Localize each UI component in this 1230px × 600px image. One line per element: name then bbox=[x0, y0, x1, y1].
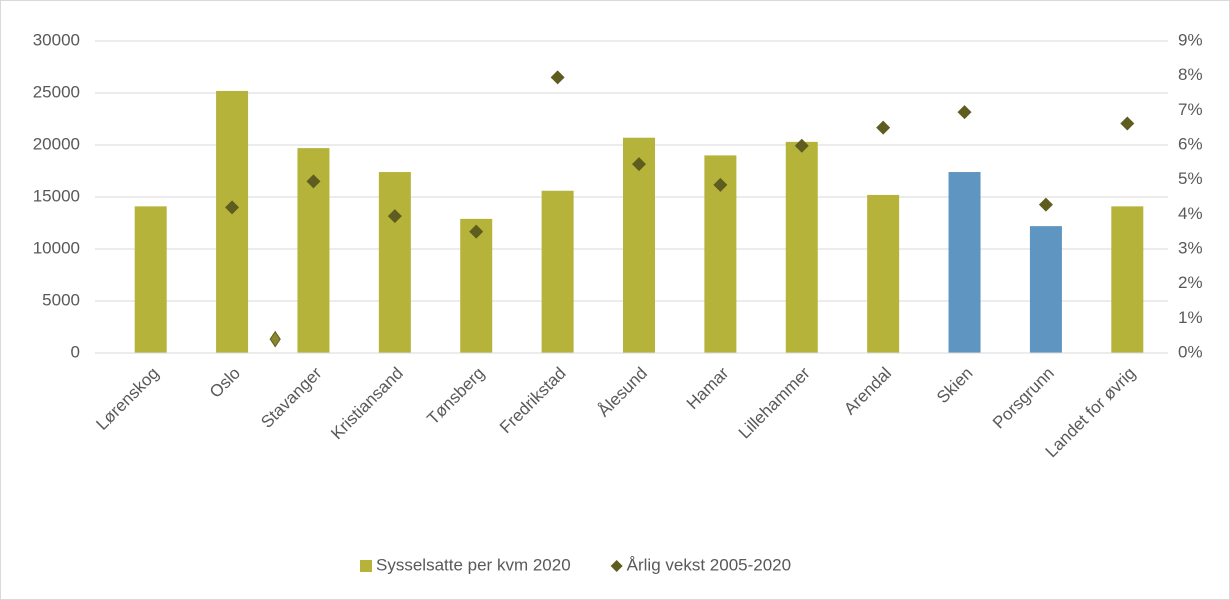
bar bbox=[541, 190, 574, 353]
marker bbox=[550, 70, 565, 85]
bar bbox=[1111, 206, 1144, 353]
y2-tick-label: 9% bbox=[1178, 30, 1203, 49]
bar bbox=[216, 90, 249, 354]
legend-swatch bbox=[360, 560, 372, 572]
marker bbox=[387, 209, 402, 224]
bar bbox=[378, 172, 411, 353]
marker bbox=[225, 200, 240, 215]
marker bbox=[876, 120, 891, 135]
y2-tick-label: 2% bbox=[1178, 273, 1203, 292]
y2-tick-label: 0% bbox=[1178, 342, 1203, 361]
marker bbox=[713, 177, 728, 192]
y2-tick-label: 1% bbox=[1178, 308, 1203, 327]
y2-tick-label: 8% bbox=[1178, 65, 1203, 84]
marker bbox=[1120, 116, 1135, 131]
y-tick-label: 5000 bbox=[42, 290, 80, 309]
bar bbox=[948, 172, 981, 353]
marker bbox=[794, 138, 809, 153]
bar bbox=[1029, 226, 1062, 353]
marker bbox=[469, 224, 484, 239]
legend-label: Årlig vekst 2005-2020 bbox=[627, 555, 791, 574]
marker bbox=[306, 174, 321, 189]
legend-label: Sysselsatte per kvm 2020 bbox=[376, 555, 571, 574]
y2-tick-label: 3% bbox=[1178, 238, 1203, 257]
y-tick-label: 15000 bbox=[33, 186, 80, 205]
bar bbox=[785, 141, 818, 353]
legend-swatch bbox=[610, 560, 623, 572]
y-tick-label: 20000 bbox=[33, 134, 80, 153]
y2-tick-label: 6% bbox=[1178, 134, 1203, 153]
extra-marker bbox=[269, 330, 281, 348]
y2-tick-label: 4% bbox=[1178, 204, 1203, 223]
marker bbox=[632, 157, 646, 172]
marker bbox=[957, 105, 972, 120]
bar bbox=[460, 218, 493, 353]
y-tick-label: 0 bbox=[71, 342, 80, 361]
bar bbox=[867, 194, 900, 353]
y-tick-label: 30000 bbox=[33, 30, 80, 49]
y-tick-label: 25000 bbox=[33, 82, 80, 101]
bar bbox=[623, 137, 655, 353]
y2-tick-label: 5% bbox=[1178, 169, 1203, 188]
y2-tick-label: 7% bbox=[1178, 100, 1203, 119]
bar bbox=[134, 206, 167, 353]
marker bbox=[1038, 197, 1053, 212]
y-tick-label: 10000 bbox=[33, 238, 80, 257]
